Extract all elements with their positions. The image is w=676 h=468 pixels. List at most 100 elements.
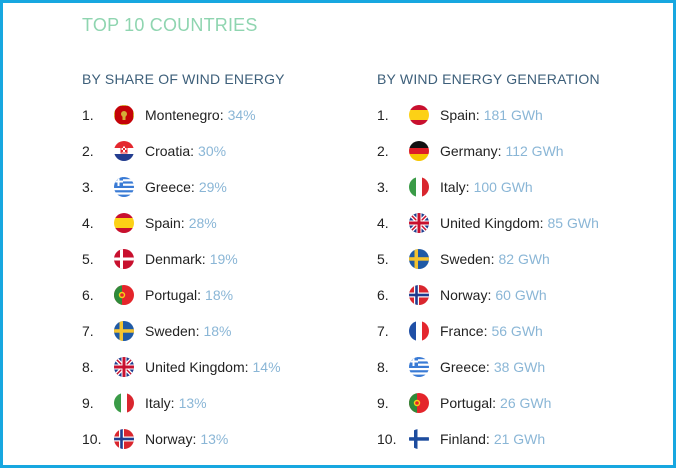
- spain-flag-icon: [409, 105, 429, 125]
- sweden-flag-icon: [114, 321, 134, 341]
- generation-ranking: BY WIND ENERGY GENERATION 1. Spain: 181 GW…: [377, 71, 600, 457]
- country-value: 18%: [203, 323, 232, 339]
- finland-flag-icon: [409, 429, 429, 449]
- list-item: 5. Sweden: 82 GWh: [377, 241, 600, 277]
- rank-number: 1.: [82, 107, 94, 123]
- list-item: 1. Spain: 181 GWh: [377, 97, 600, 133]
- croatia-flag-icon: [114, 141, 134, 161]
- rank-number: 1.: [377, 107, 389, 123]
- list-item: 4. United Kingdom: 85 GWh: [377, 205, 600, 241]
- country-value: 60 GWh: [495, 287, 547, 303]
- country-value: 85 GWh: [547, 215, 599, 231]
- list-item: 2. Croatia: 30%: [82, 133, 285, 169]
- rank-number: 4.: [82, 215, 94, 231]
- country-value: 14%: [252, 359, 281, 375]
- country-name: Greece:: [440, 359, 490, 375]
- country-name: France:: [440, 323, 488, 339]
- list-item: 9. Italy: 13%: [82, 385, 285, 421]
- list-item: 3. Greece: 29%: [82, 169, 285, 205]
- country-value: 56 GWh: [491, 323, 543, 339]
- spain-flag-icon: [114, 213, 134, 233]
- montenegro-flag-icon: [114, 105, 134, 125]
- rank-number: 7.: [377, 323, 389, 339]
- country-value: 19%: [209, 251, 238, 267]
- country-name: Greece:: [145, 179, 195, 195]
- portugal-flag-icon: [114, 285, 134, 305]
- list-item: 9. Portugal: 26 GWh: [377, 385, 600, 421]
- list-item: 2. Germany: 112 GWh: [377, 133, 600, 169]
- country-value: 112 GWh: [505, 143, 564, 159]
- list-item: 7. Sweden: 18%: [82, 313, 285, 349]
- list-item: 1. Montenegro: 34%: [82, 97, 285, 133]
- rank-number: 4.: [377, 215, 389, 231]
- country-name: Finland:: [440, 431, 490, 447]
- generation-heading: BY WIND ENERGY GENERATION: [377, 71, 600, 87]
- norway-flag-icon: [409, 285, 429, 305]
- country-name: Spain:: [145, 215, 185, 231]
- country-name: Italy:: [145, 395, 175, 411]
- rank-number: 10.: [82, 431, 102, 447]
- rank-number: 5.: [82, 251, 94, 267]
- share-list: 1. Montenegro: 34% 2. Croatia: 30% 3. Greece: 29…: [82, 97, 285, 457]
- country-name: Montenegro:: [145, 107, 224, 123]
- italy-flag-icon: [114, 393, 134, 413]
- country-value: 26 GWh: [500, 395, 552, 411]
- list-item: 3. Italy: 100 GWh: [377, 169, 600, 205]
- sweden-flag-icon: [409, 249, 429, 269]
- country-name: United Kingdom:: [440, 215, 544, 231]
- country-name: Portugal:: [440, 395, 497, 411]
- country-name: Spain:: [440, 107, 480, 123]
- generation-list: 1. Spain: 181 GWh 2. Germany: 112 GWh 3. Italy:…: [377, 97, 600, 457]
- country-name: Croatia:: [145, 143, 195, 159]
- rank-number: 8.: [377, 359, 389, 375]
- country-name: Norway:: [145, 431, 197, 447]
- rank-number: 9.: [82, 395, 94, 411]
- country-name: Sweden:: [440, 251, 495, 267]
- list-item: 5. Denmark: 19%: [82, 241, 285, 277]
- france-flag-icon: [409, 321, 429, 341]
- rank-number: 2.: [82, 143, 94, 159]
- italy-flag-icon: [409, 177, 429, 197]
- page-title: TOP 10 COUNTRIES: [82, 15, 258, 35]
- country-value: 13%: [200, 431, 229, 447]
- rank-number: 5.: [377, 251, 389, 267]
- country-value: 18%: [205, 287, 234, 303]
- rank-number: 6.: [377, 287, 389, 303]
- country-value: 100 GWh: [473, 179, 533, 195]
- rank-number: 6.: [82, 287, 94, 303]
- list-item: 10. Finland: 21 GWh: [377, 421, 600, 457]
- country-value: 13%: [178, 395, 207, 411]
- country-name: Germany:: [440, 143, 502, 159]
- rank-number: 10.: [377, 431, 397, 447]
- list-item: 8. United Kingdom: 14%: [82, 349, 285, 385]
- country-value: 38 GWh: [493, 359, 546, 375]
- country-value: 29%: [198, 179, 227, 195]
- country-value: 181 GWh: [483, 107, 543, 123]
- denmark-flag-icon: [114, 249, 134, 269]
- country-value: 21 GWh: [493, 431, 546, 447]
- country-value: 30%: [198, 143, 227, 159]
- rank-number: 3.: [377, 179, 389, 195]
- country-value: 82 GWh: [498, 251, 550, 267]
- norway-flag-icon: [114, 429, 134, 449]
- country-name: Italy:: [440, 179, 470, 195]
- share-ranking: BY SHARE OF WIND ENERGY 1. Montenegro: 34%…: [82, 71, 285, 457]
- country-name: Denmark:: [145, 251, 206, 267]
- greece-flag-icon: [409, 357, 429, 377]
- uk-flag-icon: [409, 213, 429, 233]
- list-item: 8. Greece: 38 GWh: [377, 349, 600, 385]
- greece-flag-icon: [114, 177, 134, 197]
- rank-number: 8.: [82, 359, 94, 375]
- country-name: Portugal:: [145, 287, 202, 303]
- country-value: 28%: [188, 215, 217, 231]
- rank-number: 7.: [82, 323, 94, 339]
- list-item: 6. Norway: 60 GWh: [377, 277, 600, 313]
- list-item: 10. Norway: 13%: [82, 421, 285, 457]
- list-item: 6. Portugal: 18%: [82, 277, 285, 313]
- rank-number: 3.: [82, 179, 94, 195]
- germany-flag-icon: [409, 141, 429, 161]
- country-value: 34%: [227, 107, 256, 123]
- country-name: Norway:: [440, 287, 492, 303]
- country-name: United Kingdom:: [145, 359, 249, 375]
- country-name: Sweden:: [145, 323, 200, 339]
